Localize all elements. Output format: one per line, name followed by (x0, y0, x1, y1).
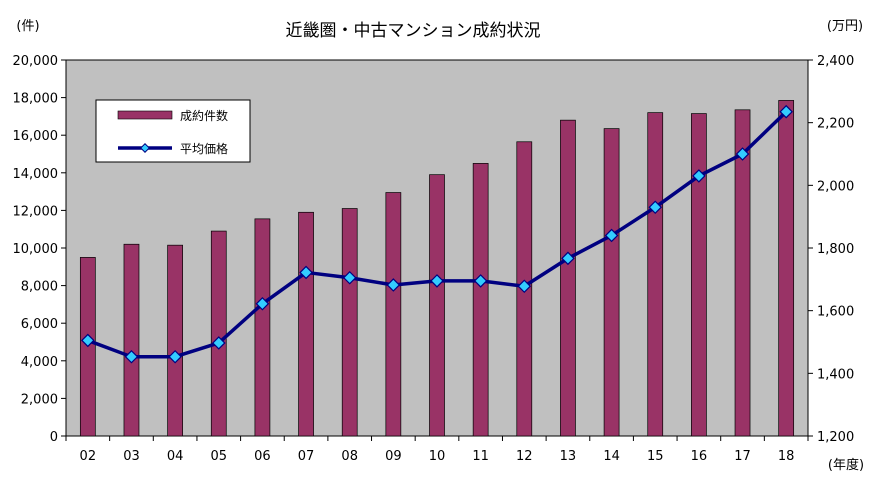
legend-bar-swatch (117, 110, 173, 120)
x-tick-label: 03 (123, 449, 140, 464)
left-tick-label: 12,000 (13, 204, 59, 219)
x-tick-label: 04 (167, 449, 184, 464)
point-16 (692, 169, 706, 183)
right-tick-label: 1,800 (817, 242, 854, 257)
x-tick-label: 11 (472, 449, 489, 464)
point-08 (342, 270, 357, 285)
bar-16 (691, 113, 707, 437)
right-axis-unit: (万円) (827, 19, 863, 34)
right-tick-label: 1,200 (817, 430, 854, 445)
point-02 (81, 333, 95, 348)
x-tick-label: 07 (298, 449, 315, 464)
point-13 (561, 251, 575, 266)
legend-marker-swatch (140, 143, 150, 153)
x-tick-label: 12 (516, 449, 533, 464)
bar-18 (778, 100, 795, 437)
right-tick-labels: 1,200 1,400 1,600 1,800 2,000 2,200 2,400 (817, 54, 854, 445)
legend-label-line: 平均価格 (180, 141, 228, 156)
x-tick-label: 10 (429, 449, 446, 464)
bar-14 (603, 128, 620, 437)
legend-box (95, 99, 251, 163)
x-tick-label: 08 (341, 449, 358, 464)
point-05 (211, 336, 226, 350)
right-tick-label: 1,400 (817, 367, 854, 382)
left-tick-label: 4,000 (21, 355, 58, 370)
chart-title: 近畿圏・中古マンション成約状況 (286, 21, 541, 41)
point-15 (648, 200, 663, 215)
left-tick-labels: 0 2,000 4,000 6,000 8,000 10,000 12,000 14,000 1… (13, 54, 59, 445)
point-12 (517, 279, 532, 294)
x-tick-label: 17 (734, 449, 751, 464)
bar-15 (647, 112, 664, 437)
bar-13 (560, 119, 576, 437)
bar-04 (167, 244, 183, 437)
x-tick-label: 09 (385, 449, 402, 464)
x-tick-label: 13 (560, 449, 577, 464)
x-tick-label: 18 (778, 449, 795, 464)
x-tick-label: 14 (603, 449, 620, 464)
point-18 (779, 104, 793, 119)
bar-17 (734, 109, 751, 437)
x-tick-label: 15 (647, 449, 664, 464)
x-axis-unit: (年度) (828, 457, 864, 473)
bar-08 (341, 208, 358, 437)
point-10 (430, 274, 444, 288)
legend-label-bar: 成約件数 (180, 108, 228, 123)
x-tick-label: 05 (210, 449, 227, 464)
left-tick-label: 14,000 (13, 167, 59, 182)
point-03 (124, 349, 139, 364)
right-tick-label: 2,000 (817, 179, 854, 194)
right-tick-label: 2,400 (817, 54, 854, 69)
bar-series (79, 100, 795, 437)
left-tick-label: 8,000 (21, 280, 58, 295)
point-09 (386, 278, 401, 292)
x-tick-label: 16 (691, 449, 708, 464)
point-07 (299, 265, 313, 280)
x-tick-label: 06 (254, 449, 271, 464)
left-tick-label: 20,000 (13, 54, 59, 69)
bar-05 (210, 230, 227, 437)
legend: 成約件数 平均価格 (95, 99, 251, 163)
left-axis-unit: (件) (16, 19, 39, 34)
right-tick-label: 2,200 (817, 117, 854, 132)
right-tick-label: 1,600 (817, 305, 854, 320)
bar-11 (472, 163, 489, 437)
point-04 (168, 349, 182, 364)
line-series (81, 104, 793, 364)
left-tick-label: 18,000 (13, 92, 59, 107)
bar-03 (123, 243, 140, 437)
point-17 (735, 147, 750, 161)
point-11 (473, 274, 488, 288)
bar-10 (429, 174, 445, 437)
point-06 (255, 296, 270, 311)
left-tick-label: 6,000 (21, 317, 58, 332)
axes (61, 59, 813, 441)
point-14 (604, 228, 619, 243)
bar-09 (385, 192, 402, 437)
bar-06 (254, 218, 271, 437)
x-tick-label: 02 (80, 449, 97, 464)
left-tick-label: 2,000 (21, 392, 58, 407)
left-tick-label: 0 (50, 430, 58, 445)
x-tick-labels: 02 03 04 05 06 07 08 09 10 11 12 13 14 15 16 17 18 (80, 449, 795, 464)
left-tick-label: 10,000 (13, 242, 59, 257)
left-tick-label: 16,000 (13, 129, 59, 144)
bar-07 (298, 211, 314, 437)
